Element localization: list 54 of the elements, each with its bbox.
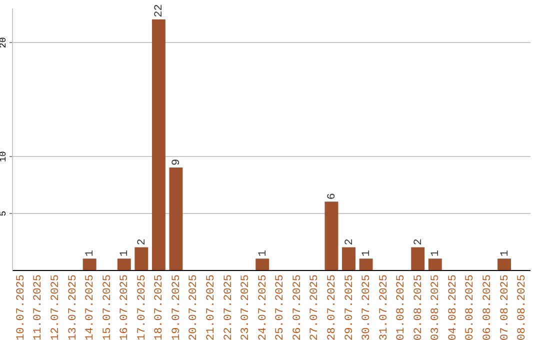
- x-tick-label: 21.07.2025: [206, 274, 218, 340]
- bar: [82, 258, 96, 270]
- x-tick-label: 19.07.2025: [170, 274, 183, 340]
- x-tick-label: 10.07.2025: [15, 274, 28, 340]
- x-tick-label: 01.08.2025: [396, 274, 408, 340]
- x-tick-label: 25.07.2025: [274, 274, 287, 340]
- x-tick-label: 06.08.2025: [482, 274, 494, 340]
- data-label: 1: [499, 250, 512, 257]
- x-tick-label: 12.07.2025: [50, 274, 62, 340]
- x-tick-label: 29.07.2025: [344, 274, 356, 340]
- x-tick-label: 28.07.2025: [326, 274, 338, 340]
- bar: [342, 247, 356, 270]
- x-tick-label: 18.07.2025: [154, 274, 166, 340]
- data-label: 1: [257, 250, 270, 257]
- bar: [324, 202, 338, 270]
- x-tick-label: 07.08.2025: [499, 274, 512, 340]
- x-tick-label: 24.07.2025: [257, 274, 270, 340]
- data-label: 2: [344, 238, 356, 246]
- x-tick-label: 15.07.2025: [102, 274, 114, 340]
- data-label: 6: [326, 193, 338, 200]
- data-label: 1: [430, 250, 442, 257]
- x-tick-label: 14.07.2025: [84, 274, 97, 340]
- x-tick-label: 31.07.2025: [378, 274, 390, 340]
- x-tick-label: 20.07.2025: [188, 274, 200, 340]
- bar: [169, 167, 183, 270]
- x-tick-label: 22.07.2025: [222, 274, 235, 340]
- bar: [117, 258, 131, 270]
- data-label: 1: [119, 250, 132, 257]
- x-tick-label: 05.08.2025: [464, 274, 477, 340]
- x-tick-label: 03.08.2025: [430, 274, 442, 340]
- x-tick-label: 04.08.2025: [447, 274, 460, 340]
- x-tick-label: 26.07.2025: [292, 274, 304, 340]
- bar: [359, 258, 373, 270]
- x-tick-label: 17.07.2025: [136, 274, 148, 340]
- bar: [256, 258, 270, 270]
- data-label: 2: [412, 238, 425, 246]
- bar: [498, 258, 511, 270]
- x-tick-label: 13.07.2025: [67, 274, 80, 340]
- x-tick-label: 16.07.2025: [119, 274, 132, 340]
- bar: [152, 19, 166, 270]
- x-tick-label: 02.08.2025: [412, 274, 425, 340]
- x-tick-label: 11.07.2025: [32, 274, 45, 340]
- data-label: 9: [170, 158, 183, 166]
- x-tick-label: 30.07.2025: [361, 274, 374, 340]
- x-tick-label: 27.07.2025: [309, 274, 322, 340]
- data-label: 22: [154, 4, 166, 18]
- data-label: 2: [136, 238, 148, 246]
- bar: [134, 247, 148, 270]
- data-label: 1: [84, 250, 97, 257]
- bar: [428, 258, 442, 270]
- x-tick-label: 23.07.2025: [240, 274, 252, 340]
- bar: [411, 247, 425, 270]
- x-tick-label: 08.08.2025: [516, 274, 529, 340]
- data-label: 1: [361, 250, 374, 257]
